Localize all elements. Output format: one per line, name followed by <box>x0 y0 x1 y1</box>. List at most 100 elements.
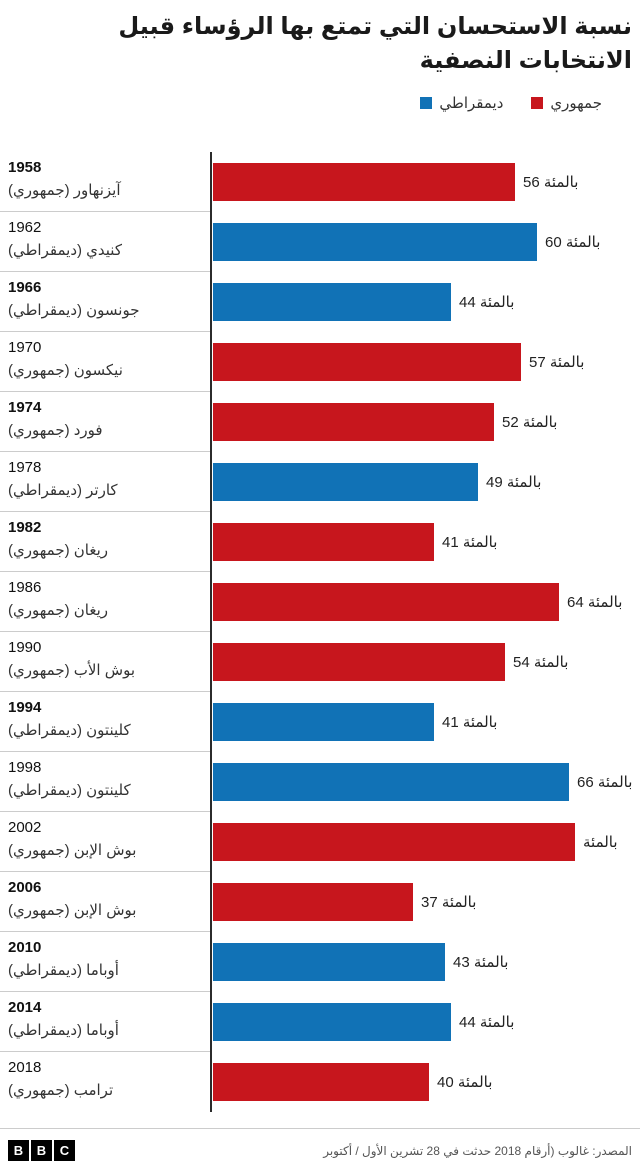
legend: ديمقراطي جمهوري <box>0 78 640 112</box>
bar <box>213 343 521 381</box>
year-label: 1970 <box>8 339 42 356</box>
president-label: ريغان (جمهوري) <box>8 542 108 559</box>
row-label: 1962 كنيدي (ديمقراطي) <box>0 212 211 272</box>
chart-row: 1990 بوش الأب (جمهوري) 54 بالمئة <box>0 632 640 692</box>
year-label: 1958 <box>8 159 42 176</box>
bar-cell: 56 بالمئة <box>211 152 640 212</box>
republican-swatch-icon <box>531 97 544 109</box>
row-label: 1978 كارتر (ديمقراطي) <box>0 452 211 512</box>
legend-item-republican: جمهوري <box>531 94 602 112</box>
year-label: 1966 <box>8 279 42 296</box>
value-label: 41 بالمئة <box>442 714 498 731</box>
value-label: 41 بالمئة <box>442 534 498 551</box>
bar-cell: 54 بالمئة <box>211 632 640 692</box>
chart-row: 1966 جونسون (ديمقراطي) 44 بالمئة <box>0 272 640 332</box>
bbc-logo-block-b1: B <box>8 1140 29 1161</box>
year-label: 1974 <box>8 399 42 416</box>
president-label: جونسون (ديمقراطي) <box>8 302 140 319</box>
row-label: 1994 كلينتون (ديمقراطي) <box>0 692 211 752</box>
year-label: 1978 <box>8 459 42 476</box>
president-label: نيكسون (جمهوري) <box>8 362 123 379</box>
bar-cell: 64 بالمئة <box>211 572 640 632</box>
bar-cell: 44 بالمئة <box>211 992 640 1052</box>
president-label: بوش الإبن (جمهوري) <box>8 902 137 919</box>
chart-row: 2014 أوباما (ديمقراطي) 44 بالمئة <box>0 992 640 1052</box>
bar-cell: 40 بالمئة <box>211 1052 640 1112</box>
row-label: 2010 أوباما (ديمقراطي) <box>0 932 211 992</box>
chart-title: نسبة الاستحسان التي تمتع بها الرؤساء قبي… <box>0 0 640 78</box>
chart-row: 1962 كنيدي (ديمقراطي) 60 بالمئة <box>0 212 640 272</box>
bar-cell: 57 بالمئة <box>211 332 640 392</box>
row-label: 1970 نيكسون (جمهوري) <box>0 332 211 392</box>
year-label: 2006 <box>8 879 42 896</box>
value-label: 44 بالمئة <box>459 1014 515 1031</box>
bar-cell: 49 بالمئة <box>211 452 640 512</box>
bar-cell: بالمئة <box>211 812 640 872</box>
bar-cell: 66 بالمئة <box>211 752 640 812</box>
value-label: 40 بالمئة <box>437 1074 493 1091</box>
row-label: 1982 ريغان (جمهوري) <box>0 512 211 572</box>
president-label: آيزنهاور (جمهوري) <box>8 182 121 199</box>
bar-cell: 41 بالمئة <box>211 692 640 752</box>
year-label: 1990 <box>8 639 42 656</box>
bar <box>213 943 445 981</box>
value-label: 37 بالمئة <box>421 894 477 911</box>
chart-row: 2018 ترامب (جمهوري) 40 بالمئة <box>0 1052 640 1112</box>
row-label: 1990 بوش الأب (جمهوري) <box>0 632 211 692</box>
president-label: أوباما (ديمقراطي) <box>8 962 119 979</box>
row-label: 1998 كلينتون (ديمقراطي) <box>0 752 211 812</box>
row-label: 1986 ريغان (جمهوري) <box>0 572 211 632</box>
row-label: 1966 جونسون (ديمقراطي) <box>0 272 211 332</box>
bar <box>213 1063 429 1101</box>
year-label: 1986 <box>8 579 42 596</box>
bar <box>213 883 413 921</box>
president-label: بوش الأب (جمهوري) <box>8 662 135 679</box>
chart-row: 2010 أوباما (ديمقراطي) 43 بالمئة <box>0 932 640 992</box>
value-label: 43 بالمئة <box>453 954 509 971</box>
row-label: 2018 ترامب (جمهوري) <box>0 1052 211 1112</box>
bar-chart: 1958 آيزنهاور (جمهوري) 56 بالمئة 1962 كنيدي … <box>0 152 640 1112</box>
chart-row: 1982 ريغان (جمهوري) 41 بالمئة <box>0 512 640 572</box>
year-label: 1962 <box>8 219 42 236</box>
bar <box>213 283 451 321</box>
year-label: 2014 <box>8 999 42 1016</box>
value-label: 52 بالمئة <box>502 414 558 431</box>
bar <box>213 163 515 201</box>
bbc-logo: B B C <box>8 1140 75 1161</box>
bbc-logo-block-c: C <box>54 1140 75 1161</box>
year-label: 2018 <box>8 1059 42 1076</box>
bar <box>213 703 434 741</box>
row-label: 1958 آيزنهاور (جمهوري) <box>0 152 211 212</box>
chart-row: 2006 بوش الإبن (جمهوري) 37 بالمئة <box>0 872 640 932</box>
value-label: 56 بالمئة <box>523 174 579 191</box>
row-label: 1974 فورد (جمهوري) <box>0 392 211 452</box>
chart-row: 2002 بوش الإبن (جمهوري) بالمئة <box>0 812 640 872</box>
legend-item-democrat: ديمقراطي <box>420 94 503 112</box>
president-label: كلينتون (ديمقراطي) <box>8 782 131 799</box>
value-label: 66 بالمئة <box>577 774 633 791</box>
year-label: 2010 <box>8 939 42 956</box>
chart-rows: 1958 آيزنهاور (جمهوري) 56 بالمئة 1962 كنيدي … <box>0 152 640 1112</box>
bar-cell: 44 بالمئة <box>211 272 640 332</box>
bar <box>213 523 434 561</box>
chart-title-line1: نسبة الاستحسان التي تمتع بها الرؤساء قبي… <box>118 13 632 40</box>
value-label: 57 بالمئة <box>529 354 585 371</box>
chart-row: 1974 فورد (جمهوري) 52 بالمئة <box>0 392 640 452</box>
value-label: 44 بالمئة <box>459 294 515 311</box>
chart-row: 1998 كلينتون (ديمقراطي) 66 بالمئة <box>0 752 640 812</box>
chart-row: 1970 نيكسون (جمهوري) 57 بالمئة <box>0 332 640 392</box>
value-label: 60 بالمئة <box>545 234 601 251</box>
source-credit: المصدر: غالوب (أرقام 2018 حدثت في 28 تشر… <box>323 1144 632 1158</box>
legend-label-republican: جمهوري <box>550 95 602 112</box>
chart-title-line2: الانتخابات النصفية <box>419 47 632 74</box>
president-label: كلينتون (ديمقراطي) <box>8 722 131 739</box>
president-label: فورد (جمهوري) <box>8 422 103 439</box>
chart-row: 1958 آيزنهاور (جمهوري) 56 بالمئة <box>0 152 640 212</box>
value-label: بالمئة <box>583 834 618 851</box>
row-label: 2006 بوش الإبن (جمهوري) <box>0 872 211 932</box>
year-label: 1994 <box>8 699 42 716</box>
footer: B B C المصدر: غالوب (أرقام 2018 حدثت في … <box>0 1128 640 1175</box>
president-label: كنيدي (ديمقراطي) <box>8 242 122 259</box>
bar <box>213 463 478 501</box>
chart-row: 1978 كارتر (ديمقراطي) 49 بالمئة <box>0 452 640 512</box>
